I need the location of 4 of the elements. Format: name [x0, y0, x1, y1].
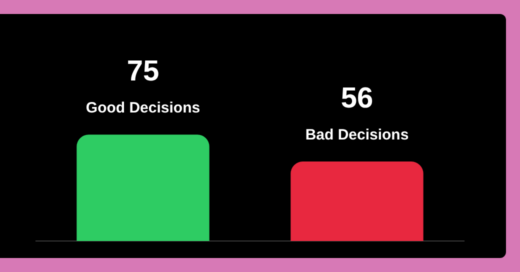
- x-tick-label: Bad Decisions: [305, 126, 409, 144]
- data-label: 75: [126, 56, 160, 88]
- x-tick-label: Good Decisions: [86, 100, 200, 117]
- data-label: 56: [340, 82, 374, 115]
